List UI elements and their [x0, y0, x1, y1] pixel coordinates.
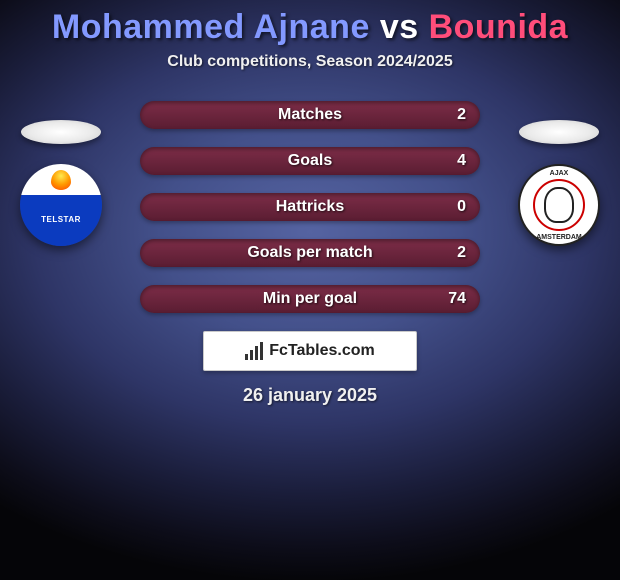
stat-label: Goals per match	[247, 244, 372, 262]
subtitle: Club competitions, Season 2024/2025	[167, 53, 452, 71]
stat-bar-goals-per-match: Goals per match 2	[140, 239, 480, 267]
ajax-inner-ring	[533, 179, 585, 231]
page-title: Mohammed Ajnane vs Bounida	[52, 8, 568, 47]
date-label: 26 january 2025	[243, 385, 377, 406]
stat-value: 74	[448, 290, 466, 308]
stat-value: 0	[457, 198, 466, 216]
stat-value: 2	[457, 244, 466, 262]
stat-value: 4	[457, 152, 466, 170]
content-container: Mohammed Ajnane vs Bounida Club competit…	[0, 0, 620, 580]
stat-bar-goals: Goals 4	[140, 147, 480, 175]
stat-label: Goals	[288, 152, 332, 170]
ajax-top-label: AJAX	[550, 170, 569, 177]
player1-avatar-placeholder	[21, 120, 101, 144]
stat-bar-min-per-goal: Min per goal 74	[140, 285, 480, 313]
stat-value: 2	[457, 106, 466, 124]
player2-avatar-placeholder	[519, 120, 599, 144]
right-column: AJAX AMSTERDAM	[518, 120, 600, 246]
stat-label: Matches	[278, 106, 342, 124]
stat-bar-hattricks: Hattricks 0	[140, 193, 480, 221]
left-column: TELSTAR	[20, 120, 102, 246]
stat-label: Hattricks	[276, 198, 344, 216]
club-crest-telstar: TELSTAR	[20, 164, 102, 246]
torch-icon	[51, 170, 71, 190]
ajax-bottom-label: AMSTERDAM	[536, 234, 582, 241]
stat-bar-matches: Matches 2	[140, 101, 480, 129]
ajax-head-icon	[544, 187, 574, 223]
telstar-label: TELSTAR	[41, 215, 81, 224]
vs-label: vs	[380, 8, 419, 46]
watermark-badge[interactable]: FcTables.com	[203, 331, 417, 371]
player1-name: Mohammed Ajnane	[52, 8, 370, 46]
stat-label: Min per goal	[263, 290, 357, 308]
stat-bars: Matches 2 Goals 4 Hattricks 0 Goals per …	[140, 101, 480, 313]
player2-name: Bounida	[429, 8, 568, 46]
watermark-text: FcTables.com	[269, 342, 375, 360]
bar-chart-icon	[245, 342, 263, 360]
club-crest-ajax: AJAX AMSTERDAM	[518, 164, 600, 246]
